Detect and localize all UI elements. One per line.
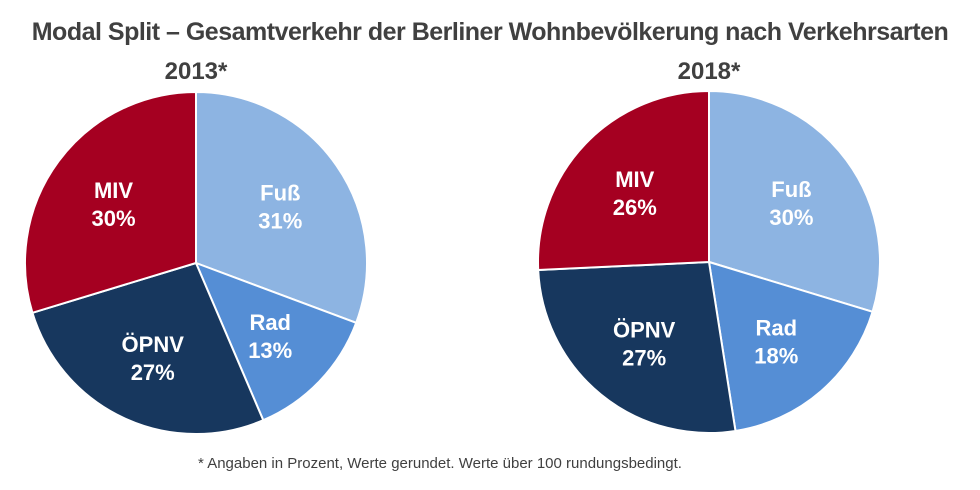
slice-miv <box>537 89 710 272</box>
data-label: 30% <box>92 206 136 231</box>
data-label: 31% <box>258 209 302 234</box>
data-label: 26% <box>613 195 657 220</box>
pie-2013-subtitle: 2013* <box>164 58 228 85</box>
category-label: MIV <box>615 167 654 192</box>
slice-öpnv <box>31 261 265 435</box>
pie-2013: Fuß 31% Rad 13% ÖPNV 27% MIV 30% <box>24 90 368 435</box>
category-label: Rad <box>756 315 798 340</box>
category-label: ÖPNV <box>122 332 185 357</box>
footnote: * Angaben in Prozent, Werte gerundet. We… <box>198 455 682 472</box>
slice-öpnv <box>537 260 737 434</box>
slice-fuß <box>708 89 881 314</box>
chart-title: Modal Split – Gesamtverkehr der Berliner… <box>31 18 949 46</box>
data-label: 27% <box>622 346 666 371</box>
slice-miv <box>24 90 197 315</box>
slice-rad <box>707 260 874 433</box>
category-label: Fuß <box>771 177 811 202</box>
data-label: 27% <box>131 360 175 385</box>
category-label: ÖPNV <box>613 318 676 343</box>
data-label: 13% <box>248 338 292 363</box>
category-label: MIV <box>94 178 133 203</box>
pie-2018-subtitle: 2018* <box>677 58 741 85</box>
slice-rad <box>194 261 358 422</box>
data-label: 18% <box>754 343 798 368</box>
category-label: Fuß <box>260 181 300 206</box>
category-label: Rad <box>249 310 291 335</box>
pie-2018: Fuß 30% Rad 18% ÖPNV 27% MIV 26% <box>537 89 881 434</box>
data-label: 30% <box>769 205 813 230</box>
slice-fuß <box>195 90 368 325</box>
